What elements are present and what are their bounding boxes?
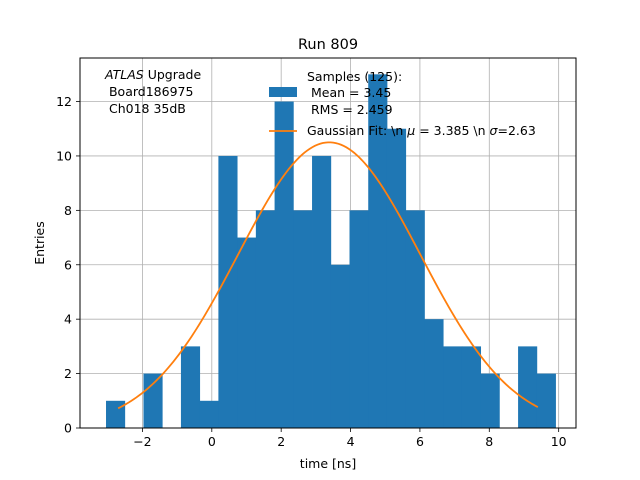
y-tick-label-6: 12 [56,94,72,109]
x-tick-label-2: 2 [277,434,285,449]
histogram-bar-15 [386,128,407,428]
histogram-bar-13 [349,210,369,428]
histogram-bar-18 [443,346,463,428]
histogram-bar-2 [143,373,163,428]
legend-fit-label: Gaussian Fit: \n μ = 3.385 \n σ=2.63 [307,123,536,138]
svg-text:ATLAS Upgrade: ATLAS Upgrade [104,67,201,82]
x-tick-label-6: 10 [551,434,567,449]
x-tick-label-3: 4 [347,434,355,449]
histogram-bar-11 [312,155,332,429]
x-axis-label: time [ns] [300,456,356,471]
y-axis: 0 2 4 6 8 10 12 [56,94,80,436]
x-tick-label-0: −2 [133,434,151,449]
annotation-atlas: ATLAS [104,67,144,82]
y-tick-label-0: 0 [64,421,72,436]
x-tick-label-1: 0 [208,434,216,449]
plot-frame [79,57,577,429]
histogram-bar-10 [293,210,313,428]
histogram-bar-14 [368,74,388,428]
annotation-upgrade: Upgrade [144,67,202,82]
y-tick-label-5: 10 [56,148,72,163]
x-axis: −2 0 2 4 6 8 10 [133,428,567,449]
histogram-bar-0 [106,400,126,428]
y-tick-label-4: 8 [64,203,72,218]
legend-samples-rms: RMS = 2.459 [307,102,393,117]
legend-samples-mean: Mean = 3.45 [307,85,391,100]
histogram-bar-4 [180,346,201,428]
histogram-bar-12 [330,264,350,428]
histogram-bar-7 [237,237,257,428]
y-tick-label-3: 6 [64,257,72,272]
atlas-annotation: ATLAS Upgrade Board186975 Ch018 35dB [104,67,201,116]
y-tick-label-1: 2 [64,366,72,381]
histogram-bar-23 [536,373,556,428]
histogram-bar-5 [199,400,219,428]
y-tick-label-2: 4 [64,312,72,327]
histogram-bar-8 [255,210,275,428]
gaussian-fit-curve [117,141,539,410]
legend-samples-title: Samples (125): [307,69,402,84]
annotation-board: Board186975 [105,84,193,99]
histogram-bar-16 [405,210,425,428]
y-axis-label: Entries [32,221,47,265]
histogram-bars [106,74,556,429]
histogram-bar-6 [218,155,238,429]
gaussian-fit-line [117,141,539,410]
x-tick-label-5: 8 [485,434,493,449]
histogram-bar-20 [480,373,500,428]
x-tick-label-4: 6 [416,434,424,449]
histogram-bar-17 [424,319,444,428]
legend: Samples (125): Mean = 3.45 RMS = 2.459 G… [269,69,536,138]
histogram-bar-19 [461,346,482,428]
chart-title: Run 809 [298,37,358,53]
histogram-bar-9 [274,101,294,428]
legend-samples-swatch [269,87,297,97]
histogram-bar-22 [518,346,538,428]
annotation-channel: Ch018 35dB [105,101,186,116]
